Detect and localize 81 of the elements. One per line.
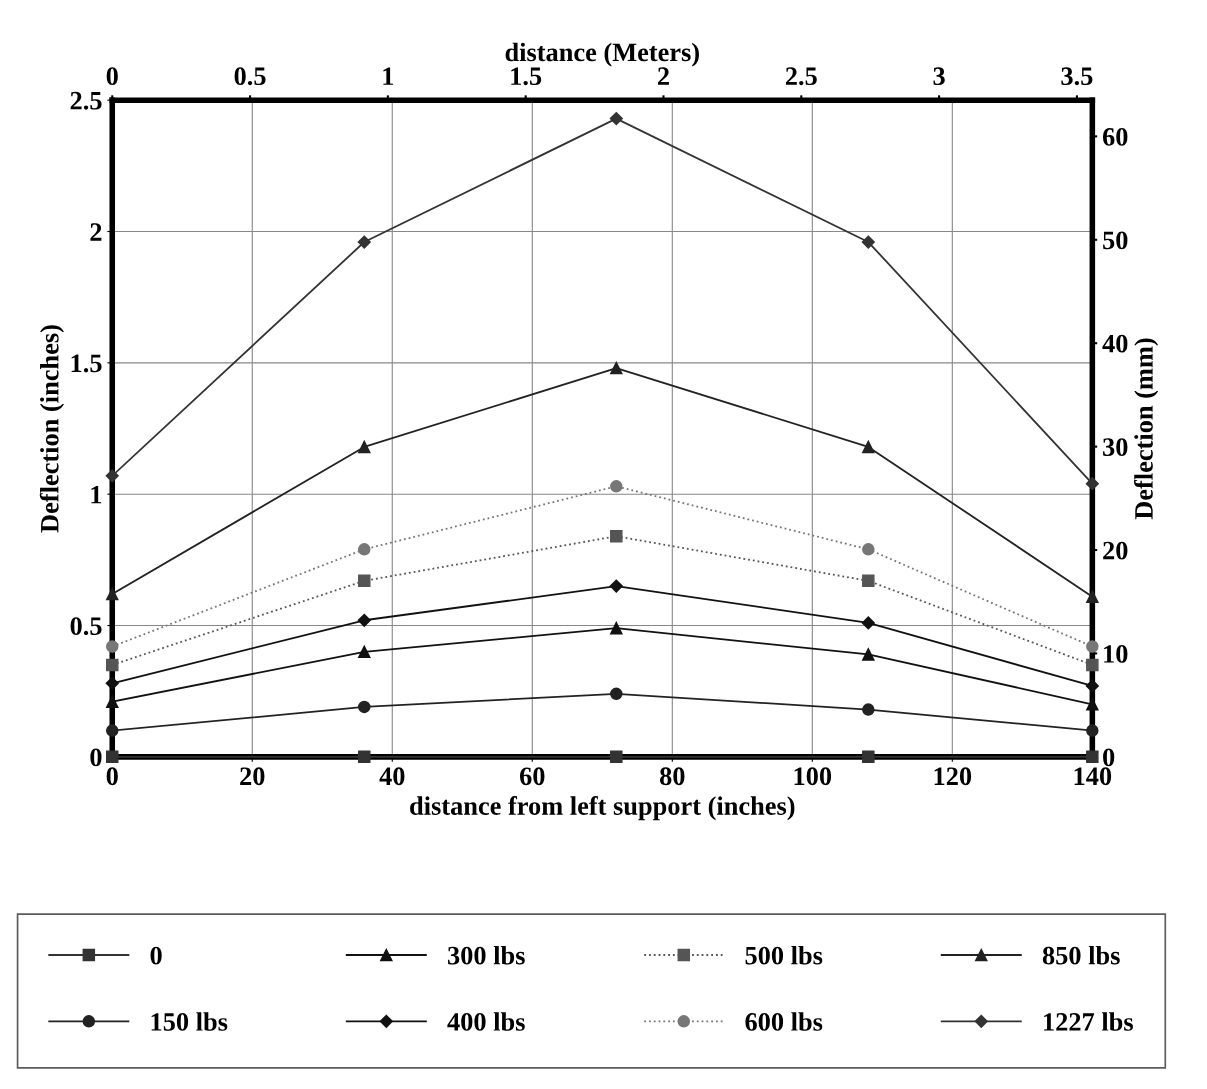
x-tick-label: 40 [379,767,405,786]
point [1086,724,1099,737]
point [358,750,371,764]
y-tick-label: 2 [90,223,102,241]
legend-label: 1227 lbs [1044,1012,1133,1031]
point [861,235,875,249]
point [610,480,623,493]
y2-tick-label: 0 [1103,748,1115,767]
x2-tick-label: 0 [106,67,118,86]
point [862,703,875,716]
y-tick-label: 1.5 [71,354,102,373]
point [358,645,371,659]
x2-tick-label: 3 [933,67,945,86]
legend-label: 300 lbs [447,945,525,965]
point [1085,477,1099,491]
point [106,658,119,672]
point [610,750,623,764]
point [1085,679,1099,693]
y2-tick-label: 30 [1103,438,1128,457]
legend-label: 850 lbs [1042,945,1120,965]
point [106,724,119,737]
x-tick-label: 140 [1074,767,1112,786]
x2-tick-label: 1 [383,67,394,85]
point [1086,640,1099,653]
legend-label: 400 lbs [447,1012,525,1031]
y2-tick-label: 40 [1102,334,1128,353]
x-tick-label: 80 [659,767,685,786]
point [106,750,119,764]
x-tick-label: 100 [794,767,832,786]
point [106,640,119,653]
point [609,111,623,126]
point [1086,590,1099,603]
point [610,687,623,701]
point [106,587,119,601]
x-axis-title: distance from left support (inches) [410,796,795,821]
y2-tick-label: 10 [1104,645,1128,663]
point [609,579,623,593]
y2-tick-label: 50 [1103,231,1128,250]
point [358,700,371,714]
y-tick-label: 0 [90,748,102,767]
x2-tick-label: 3.5 [1061,67,1093,86]
x2-tick-label: 1.5 [511,67,542,86]
x2-tick-label: 2.5 [785,67,817,86]
y-tick-label: 0.5 [70,617,102,636]
point [610,529,623,543]
x2-tick-label: 0.5 [234,67,266,86]
point [1086,658,1099,672]
x-tick-label: 60 [520,767,545,786]
point [861,616,875,630]
legend-label: 500 lbs [745,945,823,965]
point [862,648,875,661]
point [610,361,623,375]
point [1086,750,1099,764]
legend-label: 600 lbs [745,1012,823,1031]
legend-label: 150 lbs [151,1012,228,1031]
legend-label: 0 [150,946,162,965]
y-tick-label: 2.5 [70,91,102,110]
point [105,469,119,483]
point [358,440,371,454]
x-tick-label: 0 [106,767,118,786]
y2-tick-label: 60 [1102,127,1128,146]
y-tick-label: 1 [91,485,102,504]
point [357,613,371,627]
point [862,750,875,764]
y-axis-title: Deflection (inches) [39,325,64,533]
x2-axis-title: distance (Meters) [505,42,699,67]
y2-tick-label: 20 [1103,541,1128,560]
y2-axis-title: Deflection (mm) [1134,338,1159,520]
point [610,621,623,635]
point [862,574,875,588]
point [357,235,371,249]
x-tick-label: 120 [934,767,972,786]
point [358,574,371,588]
point [862,440,875,454]
point [106,695,119,708]
x-tick-label: 20 [240,767,265,786]
point [105,676,119,690]
x2-tick-label: 2 [657,67,669,85]
point [862,543,875,556]
point [1086,698,1099,711]
point [358,543,371,556]
